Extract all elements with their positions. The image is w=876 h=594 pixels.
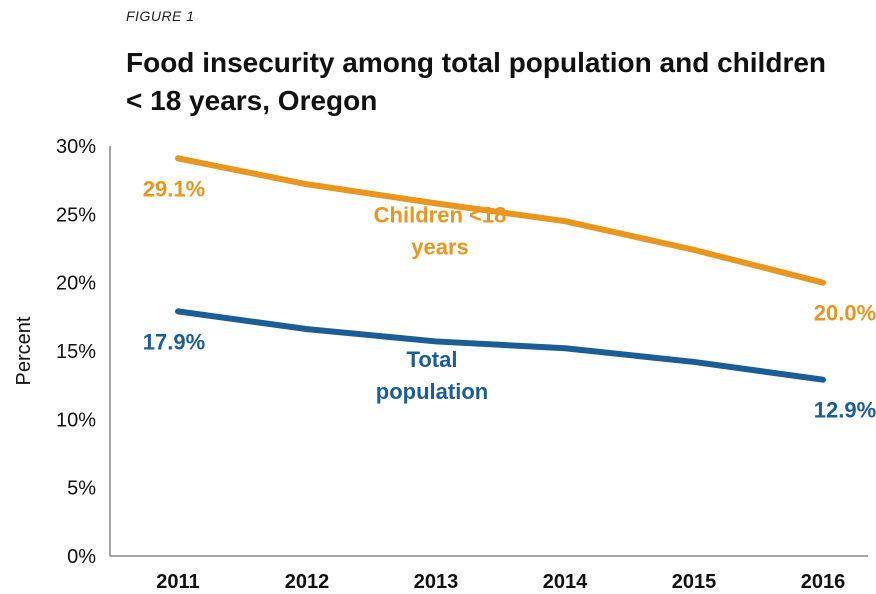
series-name-label: Total [407,347,458,372]
series-line-0 [175,155,826,286]
figure-label: FIGURE 1 [126,8,195,24]
y-tick-label: 10% [56,409,96,431]
x-tick-label: 2011 [156,571,199,593]
y-axis-label: Percent [13,316,35,385]
x-tick-label: 2013 [414,571,459,593]
y-tick-label: 25% [56,204,96,226]
series-lines [175,155,826,383]
x-tick-label: 2012 [285,571,330,593]
series-name-label: years [411,234,469,259]
data-label: 12.9% [814,398,876,423]
data-label: 20.0% [814,301,876,326]
y-tick-label: 5% [67,478,96,500]
series-name-label: Children <18 [374,202,507,227]
x-tick-label: 2015 [672,571,717,593]
x-tick-label: 2016 [801,571,846,593]
x-tick-label: 2014 [543,571,588,593]
data-labels: 29.1% 20.0% Children <18 years 17.9% 12.9% Tot… [143,176,876,422]
y-tick-label: 15% [56,341,96,363]
y-ticks: 0% 5% 10% 15% 20% 25% 30% [56,136,96,568]
y-tick-label: 20% [56,273,96,295]
x-ticks: 2011 2012 2013 2014 2015 2016 [156,571,845,593]
y-tick-label: 0% [67,546,96,568]
data-label: 17.9% [143,329,205,354]
chart-title: Food insecurity among total population a… [126,47,827,116]
data-label: 29.1% [143,176,205,201]
y-tick-label: 30% [56,136,96,158]
series-line-1 [175,308,826,383]
series-name-label: population [376,379,488,404]
